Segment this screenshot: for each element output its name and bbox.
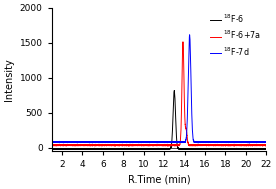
- Y-axis label: Intensity: Intensity: [4, 58, 14, 101]
- $^{18}$F-6+7a: [50, 144, 54, 146]
- $^{18}$F-6+7a: [61, 144, 64, 146]
- $^{18}$F-6: [61, 148, 64, 150]
- X-axis label: R.Time (min): R.Time (min): [128, 175, 190, 185]
- $^{18}$F-7d: [209, 141, 213, 143]
- $^{18}$F-6: [148, 148, 151, 150]
- $^{18}$F-6+7a: [128, 144, 131, 146]
- $^{18}$F-6+7a: [181, 41, 185, 43]
- Line: $^{18}$F-6: $^{18}$F-6: [52, 91, 266, 149]
- $^{18}$F-7d: [248, 142, 251, 144]
- $^{18}$F-7d: [50, 141, 54, 143]
- $^{18}$F-6+7a: [113, 145, 116, 147]
- $^{18}$F-6: [265, 148, 268, 150]
- $^{18}$F-7d: [177, 141, 180, 143]
- $^{18}$F-6+7a: [177, 144, 180, 146]
- $^{18}$F-7d: [186, 90, 190, 92]
- Line: $^{18}$F-7d: $^{18}$F-7d: [52, 35, 266, 143]
- $^{18}$F-7d: [188, 34, 191, 36]
- $^{18}$F-6: [128, 148, 131, 150]
- $^{18}$F-6: [186, 148, 190, 150]
- $^{18}$F-7d: [221, 141, 224, 143]
- $^{18}$F-6+7a: [209, 144, 213, 146]
- Legend: $^{18}$F-6, $^{18}$F-6+7a, $^{18}$F-7d: $^{18}$F-6, $^{18}$F-6+7a, $^{18}$F-7d: [209, 12, 262, 59]
- $^{18}$F-6: [50, 147, 54, 150]
- $^{18}$F-6: [209, 148, 213, 150]
- $^{18}$F-6: [173, 89, 176, 92]
- $^{18}$F-6: [221, 148, 224, 150]
- $^{18}$F-7d: [128, 141, 131, 143]
- $^{18}$F-7d: [265, 141, 268, 144]
- $^{18}$F-6+7a: [186, 142, 190, 144]
- $^{18}$F-7d: [61, 141, 64, 143]
- Line: $^{18}$F-6+7a: $^{18}$F-6+7a: [52, 42, 266, 146]
- $^{18}$F-6: [177, 148, 180, 150]
- $^{18}$F-6+7a: [221, 144, 224, 146]
- $^{18}$F-6+7a: [265, 144, 268, 146]
